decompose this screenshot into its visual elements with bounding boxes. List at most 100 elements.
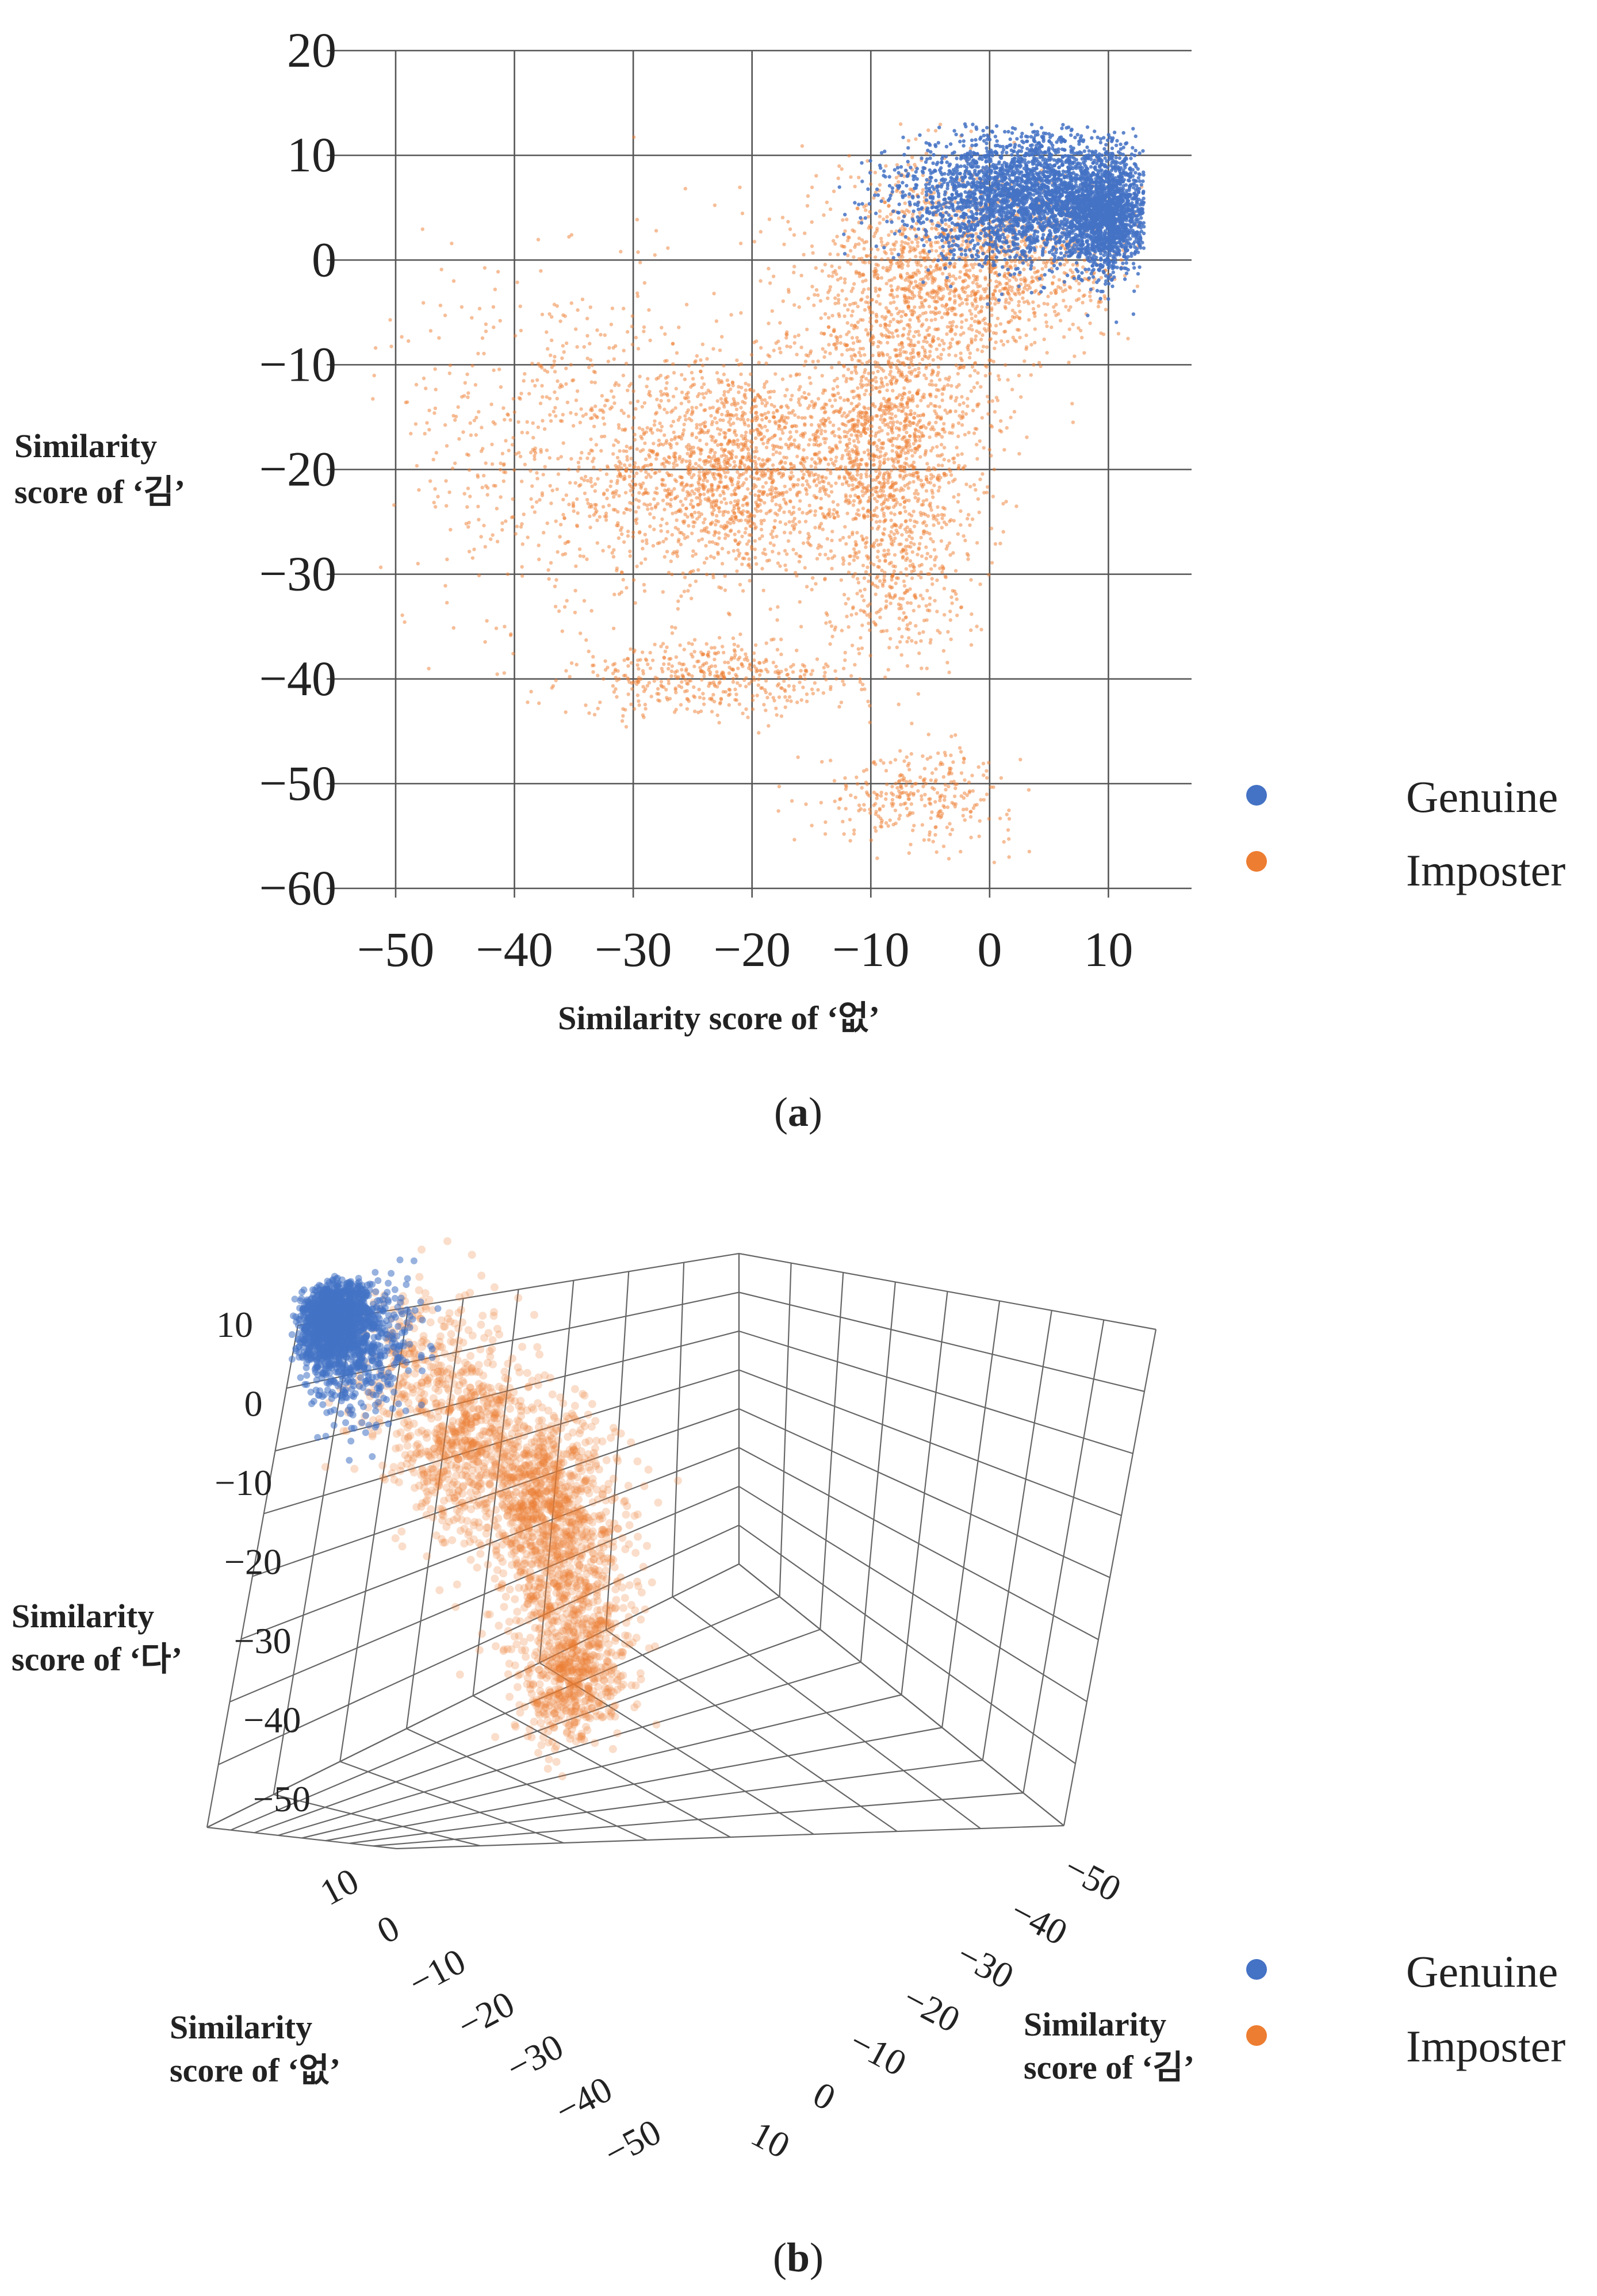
imposter-point: [972, 319, 977, 324]
imposter-point: [508, 418, 512, 422]
imposter-point: [839, 407, 843, 411]
imposter-point: [698, 476, 702, 481]
imposter-point: [722, 363, 726, 368]
imposter-point: [686, 672, 690, 676]
imposter-point: [870, 388, 874, 392]
imposter-point: [851, 503, 856, 507]
imposter-point: [773, 519, 777, 523]
imposter-point: [892, 460, 896, 464]
imposter-point: [871, 402, 875, 406]
imposter-point: [670, 625, 674, 629]
imposter-point: [915, 374, 920, 378]
imposter-point: [687, 641, 691, 645]
imposter-point: [1039, 364, 1043, 369]
imposter-point: [907, 365, 912, 370]
imposter-point: [670, 532, 675, 537]
imposter-point: [689, 385, 693, 389]
imposter-point: [571, 424, 576, 428]
imposter-point: [872, 463, 876, 467]
imposter-point: [845, 321, 849, 325]
imposter-point: [859, 382, 863, 386]
imposter-point: [811, 433, 815, 437]
imposter-point: [657, 403, 661, 407]
imposter-point: [962, 467, 966, 471]
imposter-point: [656, 428, 660, 432]
imposter-point: [1027, 318, 1031, 322]
imposter-point: [789, 665, 793, 669]
imposter-point: [758, 661, 762, 665]
imposter-point: [829, 758, 833, 762]
imposter-point: [925, 588, 929, 593]
imposter-point: [941, 775, 946, 779]
imposter-point: [805, 585, 809, 589]
imposter-point: [651, 658, 655, 662]
imposter-point: [955, 782, 959, 786]
imposter-point: [612, 592, 616, 597]
imposter-point: [612, 443, 616, 447]
imposter-point: [927, 466, 931, 470]
imposter-point: [510, 515, 514, 520]
imposter-point: [740, 448, 744, 452]
imposter-point: [951, 760, 955, 764]
imposter-point: [890, 791, 894, 795]
imposter-point: [859, 476, 863, 480]
imposter-point: [955, 446, 959, 450]
imposter-point: [682, 647, 687, 651]
imposter-point: [974, 314, 978, 318]
imposter-point: [898, 464, 902, 469]
imposter-point: [1007, 301, 1011, 305]
imposter-point: [372, 373, 376, 378]
imposter-point: [798, 600, 802, 604]
imposter-point: [878, 302, 882, 306]
imposter-point: [861, 493, 865, 497]
imposter-point: [844, 449, 848, 453]
imposter-point: [882, 461, 887, 465]
imposter-point: [848, 494, 852, 498]
imposter-point: [830, 313, 834, 318]
imposter-point: [565, 400, 570, 404]
imposter-point: [855, 336, 859, 340]
imposter-point: [832, 516, 836, 520]
imposter-point: [720, 546, 725, 551]
imposter-point: [700, 537, 704, 541]
imposter-point: [897, 393, 902, 397]
imposter-point: [602, 410, 606, 414]
imposter-point: [862, 424, 866, 429]
imposter-point: [555, 304, 559, 308]
imposter-point: [716, 378, 721, 382]
imposter-point: [685, 411, 689, 415]
imposter-point: [937, 405, 942, 409]
imposter-point: [552, 409, 556, 413]
imposter-point: [482, 266, 487, 270]
imposter-point: [692, 650, 696, 654]
imposter-point: [801, 476, 805, 480]
imposter-point: [750, 521, 755, 525]
imposter-point: [870, 424, 874, 428]
imposter-point: [947, 352, 951, 357]
imposter-point: [641, 685, 645, 689]
imposter-point: [766, 457, 770, 461]
imposter-point: [884, 797, 888, 801]
imposter-point: [513, 334, 518, 338]
imposter-point: [642, 715, 646, 719]
imposter-point: [938, 378, 942, 382]
imposter-point: [952, 779, 956, 784]
imposter-point: [622, 348, 626, 352]
imposter-point: [917, 319, 921, 323]
imposter-point: [788, 477, 793, 481]
imposter-point: [701, 652, 705, 657]
imposter-point: [691, 505, 695, 509]
imposter-point: [921, 248, 925, 253]
imposter-point: [902, 500, 907, 504]
imposter-point: [818, 442, 822, 446]
imposter-point: [549, 501, 553, 505]
imposter-point: [690, 412, 694, 416]
imposter-point: [771, 661, 776, 665]
imposter-point: [876, 294, 880, 298]
imposter-point: [643, 441, 647, 445]
imposter-point: [928, 343, 932, 347]
imposter-point: [684, 497, 688, 501]
imposter-point: [965, 302, 969, 306]
imposter-point: [490, 462, 495, 466]
imposter-point: [714, 457, 718, 461]
